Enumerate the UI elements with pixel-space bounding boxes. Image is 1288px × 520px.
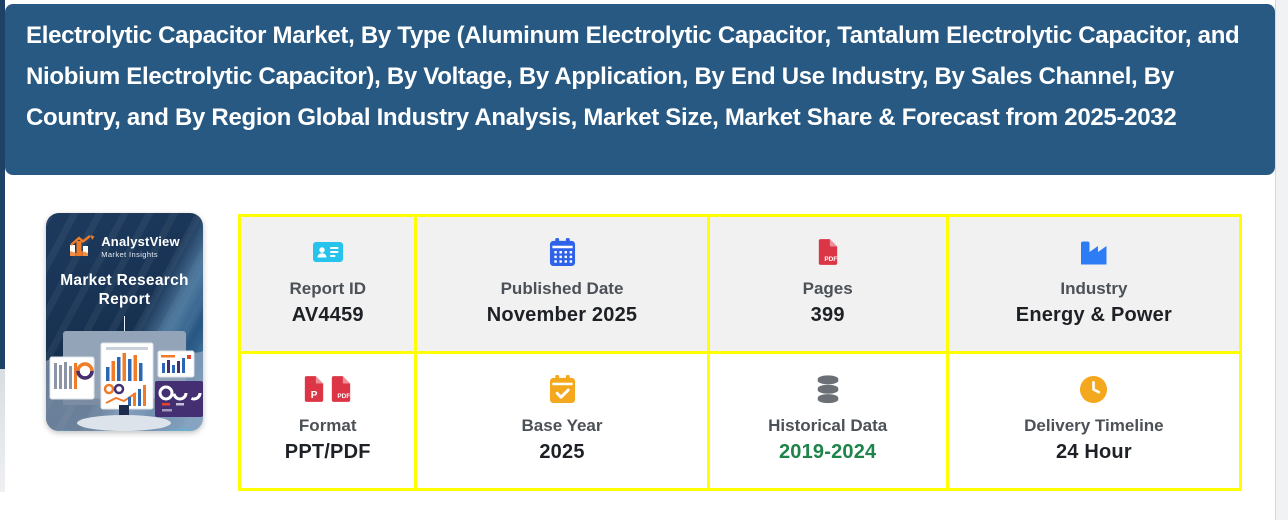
meta-cell-base-year: Base Year 2025: [417, 354, 710, 491]
meta-value: AV4459: [291, 304, 364, 326]
meta-cell-format: P PDF Format PPT/PDF: [241, 354, 418, 491]
brand-chart-icon: [70, 235, 95, 256]
meta-cell-report-id: Report ID AV4459: [241, 217, 418, 354]
svg-text:P: P: [311, 390, 318, 401]
page-right-gutter: [1275, 0, 1288, 520]
brand-logo: AnalystView Market Insights: [46, 235, 203, 259]
meta-cell-published-date: Published Date November 2025: [417, 217, 710, 354]
monitor-charts-illustration: [46, 331, 203, 431]
meta-label: Base Year: [521, 416, 603, 435]
svg-text:PDF: PDF: [824, 256, 837, 263]
report-title-banner: Electrolytic Capacitor Market, By Type (…: [5, 4, 1275, 175]
clock-icon: [1079, 373, 1108, 405]
factory-icon: [1079, 236, 1109, 268]
meta-value: November 2025: [486, 304, 638, 326]
meta-value: 2019-2024: [778, 441, 877, 463]
cover-divider-line: [123, 315, 126, 342]
database-icon: [815, 373, 841, 405]
meta-label: Format: [298, 416, 357, 435]
pdf-file-icon: PDF: [817, 236, 839, 268]
ppt-pdf-files-icon: P PDF: [303, 373, 352, 405]
meta-cell-delivery-timeline: Delivery Timeline 24 Hour: [948, 354, 1242, 491]
meta-cell-pages: PDF Pages 399: [709, 217, 949, 354]
meta-value: 399: [810, 304, 845, 326]
id-card-icon: [312, 236, 344, 268]
meta-value: Energy & Power: [1015, 304, 1172, 326]
report-cover-thumbnail: AnalystView Market Insights Market Resea…: [46, 213, 203, 431]
calendar-check-icon: [549, 373, 576, 405]
page-title: Electrolytic Capacitor Market, By Type (…: [26, 22, 1240, 131]
brand-subtitle: Market Insights: [101, 250, 159, 260]
report-meta-grid: Report ID AV4459 Published Date November…: [238, 214, 1242, 491]
meta-label: Delivery Timeline: [1024, 416, 1164, 435]
meta-label: Report ID: [289, 279, 366, 298]
meta-value: 24 Hour: [1055, 441, 1132, 463]
meta-label: Published Date: [500, 279, 624, 298]
meta-cell-historical-data: Historical Data 2019-2024: [709, 354, 949, 491]
meta-value: 2025: [539, 441, 585, 463]
meta-cell-industry: Industry Energy & Power: [948, 217, 1242, 354]
meta-value: PPT/PDF: [284, 441, 371, 463]
brand-name-block: AnalystView Market Insights: [101, 235, 180, 259]
calendar-icon: [549, 236, 576, 268]
page-left-edge: [0, 0, 5, 492]
meta-label: Industry: [1060, 279, 1128, 298]
svg-text:PDF: PDF: [338, 393, 351, 400]
meta-label: Historical Data: [768, 416, 888, 435]
cover-title: Market Research Report: [60, 272, 189, 309]
brand-name: AnalystView: [101, 234, 180, 250]
meta-label: Pages: [802, 279, 853, 298]
